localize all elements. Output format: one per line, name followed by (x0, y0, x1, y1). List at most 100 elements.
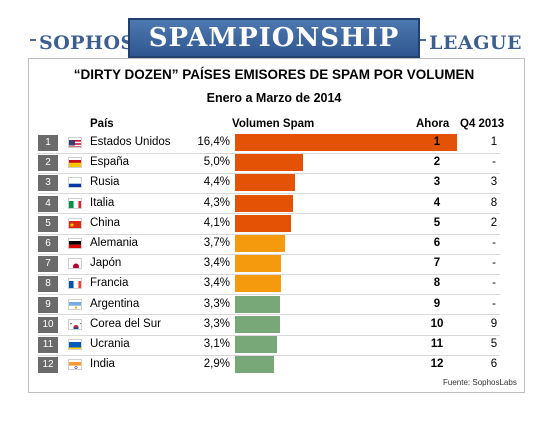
row-separator (38, 314, 500, 316)
table-row: 4 Italia 4,3% 4 8 (38, 194, 500, 213)
country-name: Rusia (90, 176, 120, 189)
row-separator (38, 213, 500, 215)
rank-badge: 5 (38, 215, 58, 232)
rank-badge: 9 (38, 296, 58, 313)
flag-es-icon (68, 157, 82, 169)
column-header-country: País (90, 118, 114, 130)
spam-percentage: 3,3% (203, 317, 230, 330)
league-banner: SOPHOS SPAMPIONSHIP LEAGUE (30, 18, 525, 62)
flag-us-icon (68, 137, 82, 148)
banner-title-box: SPAMPIONSHIP (128, 18, 420, 58)
rank-q4-2013: 5 (490, 338, 498, 350)
country-name: Italia (90, 196, 115, 209)
volume-bar (235, 194, 294, 212)
spam-percentage: 4,3% (203, 196, 230, 209)
rank-badge: 3 (38, 175, 58, 192)
flag-ua-icon (68, 339, 82, 350)
rank-now: 4 (433, 196, 441, 209)
banner-title: SPAMPIONSHIP (148, 23, 400, 53)
volume-bar (235, 275, 281, 293)
spam-percentage: 16,4% (197, 136, 230, 148)
spam-percentage: 2,9% (203, 358, 230, 371)
rank-q4-2013: 3 (490, 176, 498, 189)
table-row: 9 Argentina 3,3% 9 - (38, 295, 500, 314)
row-separator (38, 233, 500, 235)
spam-percentage: 4,1% (203, 216, 230, 229)
rank-q4-2013: 8 (490, 196, 498, 209)
volume-bar (235, 315, 280, 333)
country-name: Estados Unidos (90, 136, 171, 148)
flag-jp-icon (68, 258, 82, 270)
rank-now: 1 (433, 136, 441, 148)
row-separator (38, 294, 500, 296)
flag-ru-icon (68, 177, 82, 189)
spam-percentage: 3,7% (203, 237, 230, 249)
rank-now: 2 (433, 156, 441, 169)
rank-now: 3 (433, 176, 441, 189)
table-row: 8 Francia 3,4% 8 - (38, 275, 500, 293)
rank-q4-2013: 6 (490, 358, 498, 371)
table-row: 7 Japón 3,4% 7 - (38, 255, 500, 273)
volume-bar (235, 336, 277, 353)
table-row: 12 India 2,9% 12 6 (38, 356, 500, 374)
column-header-volume: Volumen Spam (232, 118, 315, 130)
volume-bar (235, 295, 280, 313)
banner-left-text: SOPHOS (36, 32, 138, 54)
rank-now: 6 (433, 237, 441, 249)
rank-now: 12 (430, 358, 444, 371)
column-header-q4: Q4 2013 (460, 118, 505, 130)
rank-q4-2013: 1 (490, 136, 498, 148)
banner-right-text: LEAGUE (426, 32, 525, 54)
rank-now: 10 (430, 317, 444, 330)
rank-q4-2013: - (492, 237, 496, 249)
rank-badge: 11 (38, 337, 58, 353)
country-name: Argentina (90, 297, 140, 310)
rank-badge: 8 (38, 276, 58, 293)
volume-bar (235, 356, 275, 374)
rank-now: 9 (433, 297, 441, 310)
spam-percentage: 5,0% (203, 156, 230, 169)
column-header-now: Ahora (416, 118, 450, 130)
flag-ar-icon (68, 298, 82, 310)
flag-kr-icon (68, 318, 82, 330)
spam-percentage: 3,1% (203, 338, 230, 350)
volume-bar (235, 134, 457, 151)
country-name: Ucrania (90, 338, 130, 350)
spam-percentage: 3,3% (203, 297, 230, 310)
row-separator (38, 193, 500, 195)
rank-q4-2013: - (492, 156, 496, 169)
rank-now: 7 (433, 257, 441, 270)
country-name: España (90, 156, 130, 169)
country-name: Japón (90, 257, 122, 270)
volume-bar (235, 214, 291, 232)
country-name: Corea del Sur (90, 317, 161, 330)
spam-percentage: 4,4% (203, 176, 230, 189)
chart-subtitle: Enero a Marzo de 2014 (206, 91, 342, 105)
table-row: 3 Rusia 4,4% 3 3 (38, 174, 500, 192)
flag-it-icon (68, 197, 82, 209)
volume-bar (235, 174, 295, 192)
table-row: 2 España 5,0% 2 - (38, 154, 500, 172)
row-separator (38, 273, 500, 275)
rank-q4-2013: - (492, 257, 496, 270)
rank-now: 5 (433, 216, 441, 229)
row-separator (38, 354, 500, 356)
table-row: 6 Alemania 3,7% 6 - (38, 235, 500, 253)
source-note: Fuente: SophosLabs (443, 378, 517, 387)
volume-bar (235, 154, 303, 172)
table-row: 10 Corea del Sur 3,3% 10 9 (38, 315, 500, 334)
flag-cn-icon (68, 217, 82, 229)
country-name: Francia (90, 277, 129, 290)
flag-fr-icon (68, 278, 82, 290)
spam-percentage: 3,4% (203, 257, 230, 270)
row-separator (38, 152, 500, 154)
rank-q4-2013: - (492, 277, 496, 290)
table-row: 5 China 4,1% 5 2 (38, 214, 500, 233)
rank-q4-2013: 2 (490, 216, 498, 229)
rank-badge: 10 (38, 316, 58, 333)
table-row: 1 Estados Unidos 16,4% 1 1 (38, 134, 500, 152)
chart-title: “DIRTY DOZEN” PAÍSES EMISORES DE SPAM PO… (73, 67, 475, 82)
rank-badge: 6 (38, 236, 58, 252)
rank-badge: 1 (38, 135, 58, 151)
flag-de-icon (68, 238, 82, 249)
